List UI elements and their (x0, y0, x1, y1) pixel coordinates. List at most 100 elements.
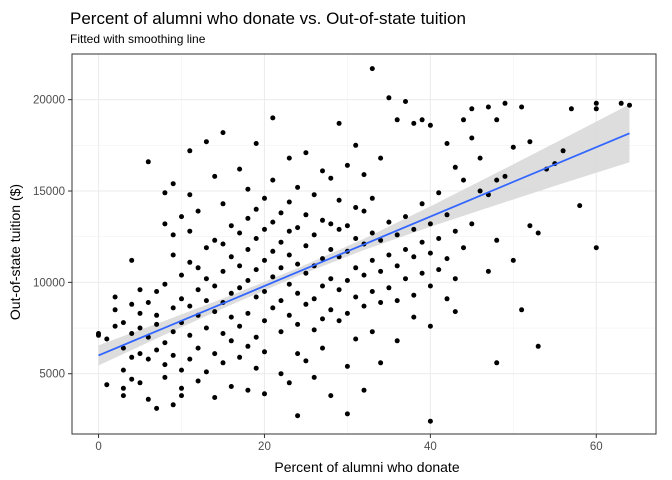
data-point (378, 237, 384, 243)
data-point (303, 212, 309, 218)
data-point (369, 257, 375, 263)
data-point (378, 300, 384, 305)
data-point (320, 345, 325, 351)
data-point (427, 250, 433, 256)
data-point (170, 181, 176, 187)
data-point (461, 117, 466, 123)
data-point (220, 331, 226, 336)
data-point (461, 177, 466, 183)
data-point (353, 336, 359, 342)
data-point (394, 263, 400, 269)
data-point (336, 226, 342, 232)
data-point (444, 141, 450, 146)
y-tick-label: 15000 (33, 186, 65, 198)
data-point (378, 268, 384, 274)
data-point (568, 106, 574, 112)
data-point (444, 256, 450, 262)
data-point (303, 270, 309, 276)
data-point (187, 303, 193, 309)
data-point (286, 228, 292, 234)
data-point (270, 305, 276, 311)
data-point (593, 245, 599, 251)
data-point (137, 325, 143, 331)
data-point (510, 257, 516, 263)
data-point (220, 360, 226, 366)
data-point (320, 168, 325, 174)
data-point (311, 232, 317, 238)
data-point (303, 243, 309, 249)
data-point (535, 343, 541, 349)
data-point (195, 378, 201, 384)
data-point (386, 219, 392, 225)
data-point (253, 267, 259, 273)
data-point (137, 351, 143, 357)
data-point (245, 278, 251, 283)
data-point (320, 316, 325, 322)
data-point (237, 285, 243, 291)
data-point (469, 135, 475, 141)
data-point (154, 347, 160, 353)
data-point (253, 206, 259, 212)
smoothing-line (98, 132, 630, 357)
data-point (137, 287, 143, 293)
chart-title: Percent of alumni who donate vs. Out-of-… (70, 9, 466, 28)
data-point (129, 376, 135, 382)
data-point (228, 384, 234, 389)
data-point (353, 236, 359, 241)
data-point (411, 120, 417, 126)
data-point (452, 309, 458, 315)
data-point (344, 363, 350, 369)
data-point (203, 276, 209, 282)
data-point (427, 122, 433, 128)
data-point (228, 254, 234, 260)
data-point (444, 296, 450, 302)
data-point (361, 172, 367, 178)
data-point (203, 139, 209, 145)
data-point (162, 190, 168, 196)
data-point (320, 217, 325, 223)
data-point (577, 203, 583, 209)
data-point (311, 296, 317, 302)
data-point (378, 155, 384, 161)
data-point (195, 287, 201, 293)
data-point (403, 99, 408, 104)
data-point (245, 186, 251, 192)
data-point (344, 411, 350, 417)
data-point (452, 276, 458, 282)
data-point (245, 310, 251, 316)
data-point (270, 219, 276, 225)
data-point (295, 321, 301, 327)
data-point (170, 252, 176, 258)
data-point (320, 256, 325, 262)
data-point (220, 130, 226, 136)
data-point (295, 225, 301, 231)
data-point (179, 296, 184, 302)
data-point (262, 289, 267, 294)
data-point (262, 318, 267, 324)
data-point (112, 323, 118, 329)
data-point (378, 360, 384, 366)
data-point (320, 283, 325, 289)
data-point (245, 387, 251, 393)
data-point (519, 307, 525, 313)
data-point (137, 310, 143, 316)
data-point (593, 106, 599, 112)
data-point (328, 247, 334, 252)
data-point (154, 321, 160, 327)
data-point (104, 336, 110, 342)
data-point (485, 104, 491, 110)
x-axis-title: Percent of alumni who donate (274, 459, 459, 475)
data-point (353, 265, 359, 271)
data-point (212, 237, 218, 243)
data-point (253, 294, 259, 300)
data-point (145, 396, 151, 402)
data-point (369, 329, 375, 335)
data-point (344, 223, 350, 229)
data-point (353, 294, 359, 300)
data-point (245, 247, 251, 252)
data-point (394, 117, 400, 123)
data-point (129, 331, 135, 336)
data-point (120, 393, 126, 399)
data-point (436, 190, 442, 196)
